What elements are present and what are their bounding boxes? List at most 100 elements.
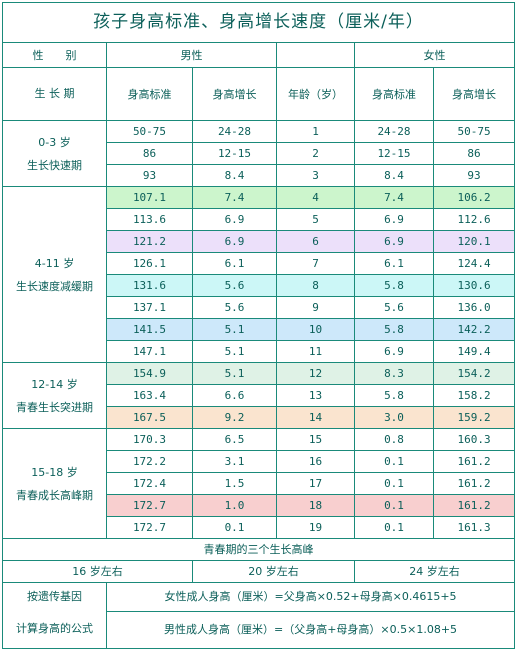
female-height-std: 86 xyxy=(432,142,516,165)
age-cell: 11 xyxy=(276,340,355,363)
male-height-std: 163.4 xyxy=(106,384,193,407)
table-row: 147.1 5.1 11 6.9 149.4 xyxy=(3,340,516,363)
period-cell: 4-11 岁 生长速度减缓期 xyxy=(2,186,107,363)
male-height-std: 121.2 xyxy=(106,230,193,253)
female-height-std: 154.2 xyxy=(432,362,516,385)
male-height-std: 167.5 xyxy=(106,406,193,429)
age-cell: 2 xyxy=(276,142,355,165)
female-header: 女性 xyxy=(353,42,516,68)
female-height-std: 112.6 xyxy=(432,208,516,231)
table-row: 167.5 9.2 14 3.0 159.2 xyxy=(3,406,516,429)
female-height-growth: 5.8 xyxy=(354,274,434,297)
male-height-std: 113.6 xyxy=(106,208,193,231)
female-height-growth: 5.6 xyxy=(354,296,434,319)
female-height-std: 124.4 xyxy=(432,252,516,275)
age-header: 年龄（岁） xyxy=(276,67,355,121)
formula-label: 按遗传基因 计算身高的公式 xyxy=(2,582,107,649)
female-height-growth: 6.9 xyxy=(354,208,434,231)
female-height-std: 93 xyxy=(432,164,516,187)
peak-2: 20 岁左右 xyxy=(192,560,355,583)
female-height-std: 161.2 xyxy=(432,472,516,495)
age-cell: 18 xyxy=(276,494,355,517)
female-height-growth-header: 身高增长 xyxy=(432,67,516,121)
table-row: 141.5 5.1 10 5.8 142.2 xyxy=(3,318,516,341)
table-row: 12-14 岁 青春生长突进期 154.9 5.1 12 8.3 154.2 xyxy=(2,362,516,429)
age-cell: 7 xyxy=(276,252,355,275)
table-row: 172.7 0.1 19 0.1 161.3 xyxy=(3,516,516,539)
period-name: 青春成长高峰期 xyxy=(16,488,93,502)
female-height-std: 159.2 xyxy=(432,406,516,429)
female-height-growth: 0.1 xyxy=(354,450,434,473)
table-row: 172.7 1.0 18 0.1 161.2 xyxy=(3,494,516,517)
female-height-growth: 7.4 xyxy=(354,186,434,209)
male-height-growth: 9.2 xyxy=(192,406,277,429)
female-formula: 女性成人身高（厘米）=父身高×0.52+母身高×0.4615+5 xyxy=(105,582,516,612)
male-height-growth: 5.6 xyxy=(192,296,277,319)
male-height-growth: 6.6 xyxy=(192,384,277,407)
age-cell: 16 xyxy=(276,450,355,473)
male-formula: 男性成人身高（厘米）=（父身高+母身高）×0.5×1.08+5 xyxy=(105,611,516,649)
period-cell: 0-3 岁 生长快速期 xyxy=(2,120,107,187)
period-range: 4-11 岁 xyxy=(34,256,75,270)
period-cell: 15-18 岁 青春成长高峰期 xyxy=(2,428,107,539)
age-cell: 14 xyxy=(276,406,355,429)
age-cell: 10 xyxy=(276,318,355,341)
female-height-growth: 0.8 xyxy=(354,428,434,451)
male-height-growth: 8.4 xyxy=(192,164,277,187)
male-height-std-header: 身高标准 xyxy=(106,67,193,121)
male-height-std: 147.1 xyxy=(106,340,193,363)
age-cell: 4 xyxy=(276,186,355,209)
female-height-growth: 6.9 xyxy=(354,340,434,363)
gender-label: 性 别 xyxy=(2,42,107,68)
period-name: 生长速度减缓期 xyxy=(16,279,93,293)
male-height-growth: 1.0 xyxy=(192,494,277,517)
female-height-growth: 6.1 xyxy=(354,252,434,275)
male-height-growth: 3.1 xyxy=(192,450,277,473)
male-height-std: 170.3 xyxy=(106,428,193,451)
male-height-std: 172.7 xyxy=(106,494,193,517)
female-height-growth: 6.9 xyxy=(354,230,434,253)
period-name: 生长快速期 xyxy=(27,158,82,172)
period-range: 15-18 岁 xyxy=(31,465,78,479)
female-height-growth: 0.1 xyxy=(354,516,434,539)
male-height-std: 86 xyxy=(106,142,193,165)
formula-label-line-1: 按遗传基因 xyxy=(27,589,82,603)
table-row: 172.2 3.1 16 0.1 161.2 xyxy=(3,450,516,473)
male-height-std: 50-75 xyxy=(106,120,193,143)
male-height-growth: 5.6 xyxy=(192,274,277,297)
age-cell: 9 xyxy=(276,296,355,319)
male-height-growth-header: 身高增长 xyxy=(192,67,277,121)
period-range: 12-14 岁 xyxy=(31,377,78,391)
table-row: 163.4 6.6 13 5.8 158.2 xyxy=(3,384,516,407)
formula-label-line-2: 计算身高的公式 xyxy=(16,621,93,635)
age-cell: 5 xyxy=(276,208,355,231)
male-height-std: 107.1 xyxy=(106,186,193,209)
male-height-growth: 6.9 xyxy=(192,208,277,231)
female-height-std: 136.0 xyxy=(432,296,516,319)
male-height-growth: 0.1 xyxy=(192,516,277,539)
male-height-growth: 5.1 xyxy=(192,340,277,363)
female-height-std: 158.2 xyxy=(432,384,516,407)
empty-header-cell xyxy=(276,42,355,68)
female-height-std: 120.1 xyxy=(432,230,516,253)
table-row: 137.1 5.6 9 5.6 136.0 xyxy=(3,296,516,319)
male-height-std: 93 xyxy=(106,164,193,187)
male-height-std: 154.9 xyxy=(106,362,193,385)
age-cell: 19 xyxy=(276,516,355,539)
male-height-std: 141.5 xyxy=(106,318,193,341)
age-cell: 6 xyxy=(276,230,355,253)
male-height-std: 172.4 xyxy=(106,472,193,495)
male-height-std: 131.6 xyxy=(106,274,193,297)
male-height-std: 172.7 xyxy=(106,516,193,539)
period-range: 0-3 岁 xyxy=(38,135,71,149)
male-header: 男性 xyxy=(106,42,277,68)
female-height-growth: 5.8 xyxy=(354,384,434,407)
female-height-growth: 0.1 xyxy=(354,494,434,517)
table-row: 0-3 岁 生长快速期 50-75 24-28 1 24-28 50-75 xyxy=(2,120,516,187)
age-cell: 12 xyxy=(276,362,355,385)
male-height-std: 172.2 xyxy=(106,450,193,473)
female-height-std: 50-75 xyxy=(432,120,516,143)
female-height-std: 161.3 xyxy=(432,516,516,539)
